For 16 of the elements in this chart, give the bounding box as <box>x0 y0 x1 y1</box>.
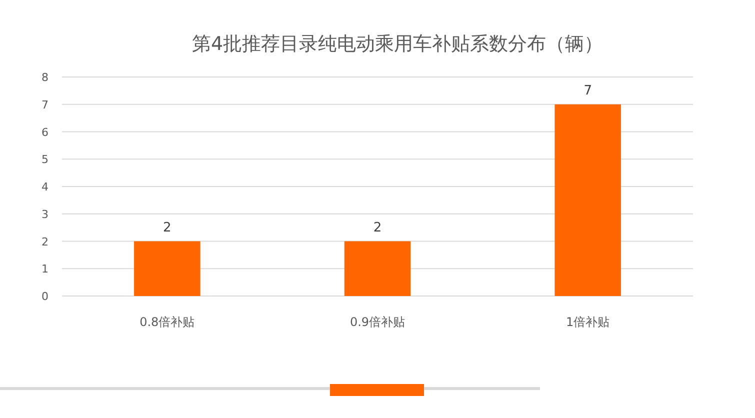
y-tick-label: 7 <box>42 98 48 112</box>
y-tick-label: 2 <box>42 235 48 248</box>
y-tick-label: 0 <box>42 290 48 303</box>
data-label: 7 <box>584 83 592 98</box>
x-tick-label: 1倍补贴 <box>566 315 610 329</box>
x-tick-label: 0.8倍补贴 <box>140 315 195 329</box>
x-tick-label: 0.9倍补贴 <box>350 315 406 329</box>
y-tick-label: 5 <box>42 153 48 166</box>
y-tick-label: 6 <box>42 126 48 139</box>
chart-title: 第4批推荐目录纯电动乘用车补贴系数分布（辆） <box>192 33 604 55</box>
y-tick-label: 1 <box>42 262 48 276</box>
y-tick-label: 8 <box>42 71 48 84</box>
y-tick-label: 3 <box>42 208 48 221</box>
y-tick-label: 4 <box>42 180 48 194</box>
data-label: 2 <box>163 220 172 236</box>
data-label: 2 <box>373 220 382 236</box>
